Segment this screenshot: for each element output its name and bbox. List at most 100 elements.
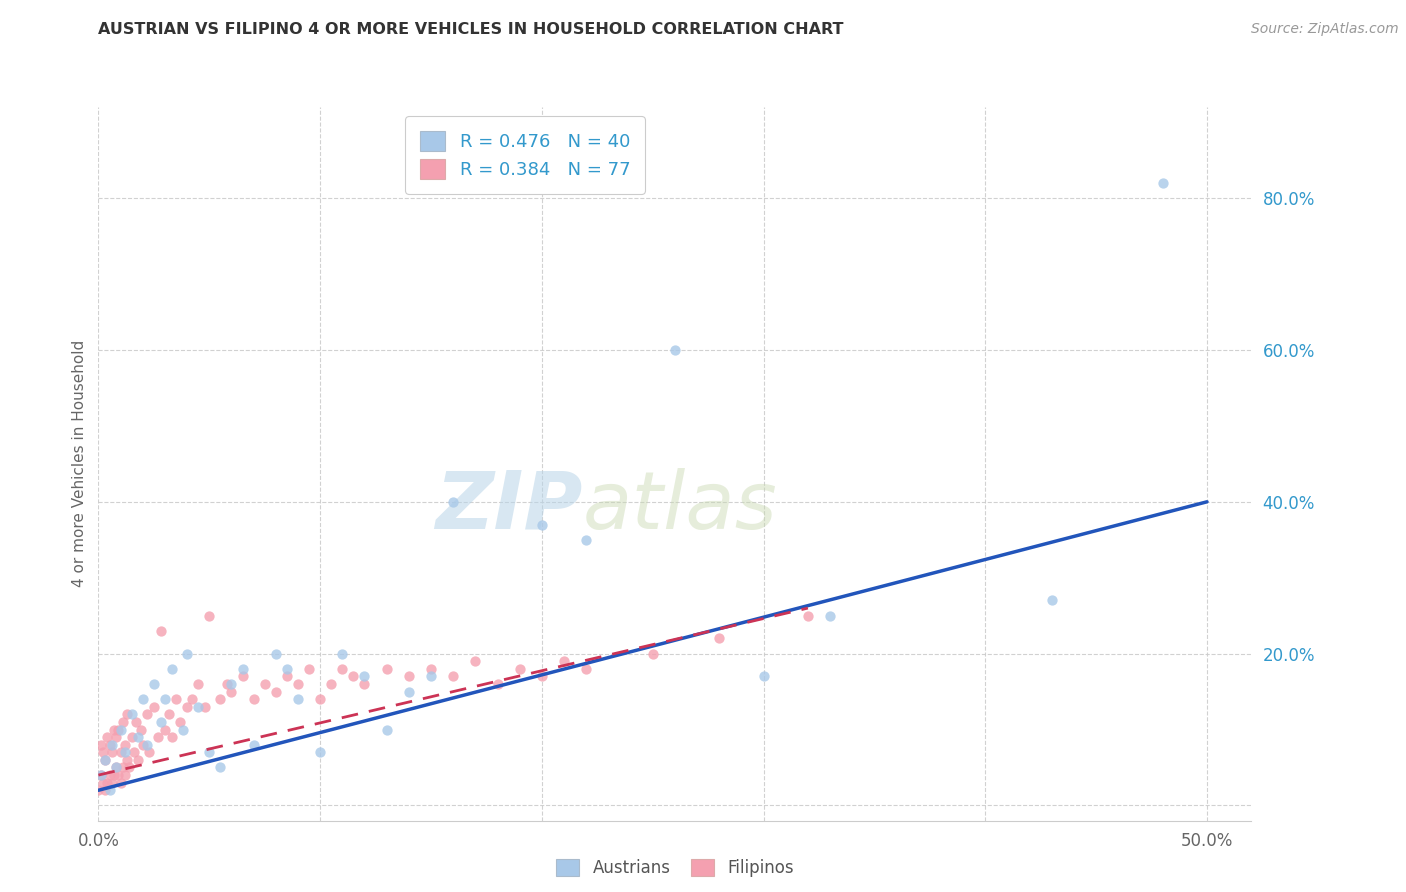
Point [486,677,509,691]
Point [98,738,121,752]
Point [242,738,264,752]
Point [309,692,332,706]
Point [90,768,112,782]
Point [752,669,775,683]
Point [94,753,117,767]
Point [298,662,321,676]
Point [142,677,165,691]
Point [231,669,254,683]
Point [100,738,122,752]
Point [136,707,159,722]
Point [94,783,117,797]
Point [114,738,136,752]
Point [330,662,353,676]
Point [264,684,287,698]
Point [441,669,464,683]
Point [194,699,217,714]
Point [125,714,148,729]
Point [1152,176,1174,190]
Point [441,495,464,509]
Point [110,723,132,737]
Point [264,647,287,661]
Point [157,707,180,722]
Point [153,723,176,737]
Point [198,745,221,759]
Point [100,745,122,759]
Point [129,723,152,737]
Legend: Austrians, Filipinos: Austrians, Filipinos [550,852,800,884]
Point [818,608,841,623]
Text: AUSTRIAN VS FILIPINO 4 OR MORE VEHICLES IN HOUSEHOLD CORRELATION CHART: AUSTRIAN VS FILIPINO 4 OR MORE VEHICLES … [98,22,844,37]
Point [575,662,598,676]
Point [287,692,309,706]
Point [138,745,160,759]
Point [509,662,531,676]
Text: ZIP: ZIP [436,467,582,546]
Point [221,677,243,691]
Point [209,760,232,774]
Point [153,692,176,706]
Point [253,677,276,691]
Point [90,738,112,752]
Point [132,692,155,706]
Point [709,632,731,646]
Point [198,608,221,623]
Point [165,692,187,706]
Point [91,775,114,789]
Point [110,775,132,789]
Point [398,669,420,683]
Point [553,654,575,668]
Point [231,662,254,676]
Point [353,669,375,683]
Point [98,768,121,782]
Text: atlas: atlas [582,467,778,546]
Point [105,730,128,744]
Point [142,699,165,714]
Point [117,707,138,722]
Point [136,738,159,752]
Point [111,714,134,729]
Point [103,723,125,737]
Point [176,699,198,714]
Point [132,738,155,752]
Point [420,662,443,676]
Point [111,760,134,774]
Point [209,692,232,706]
Point [215,677,238,691]
Point [242,692,264,706]
Point [87,783,110,797]
Point [276,662,298,676]
Point [176,647,198,661]
Point [353,677,375,691]
Point [797,608,820,623]
Point [169,714,191,729]
Point [110,745,132,759]
Point [1040,593,1063,607]
Point [330,647,353,661]
Point [160,730,183,744]
Point [187,699,209,714]
Point [100,775,122,789]
Point [121,730,143,744]
Point [398,684,420,698]
Point [575,533,598,547]
Point [180,692,202,706]
Point [321,677,343,691]
Point [121,707,143,722]
Point [287,677,309,691]
Point [118,760,141,774]
Point [375,662,398,676]
Point [94,753,117,767]
Point [105,760,128,774]
Y-axis label: 4 or more Vehicles in Household: 4 or more Vehicles in Household [72,340,87,588]
Point [160,662,183,676]
Point [90,768,112,782]
Point [114,745,136,759]
Point [420,669,443,683]
Point [276,669,298,683]
Point [375,723,398,737]
Point [122,745,145,759]
Point [530,669,553,683]
Point [342,669,364,683]
Point [98,783,121,797]
